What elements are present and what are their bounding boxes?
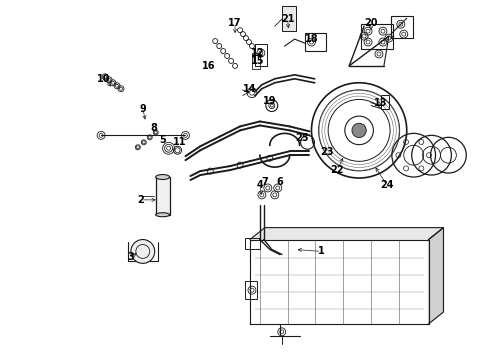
Text: 24: 24 [380,180,393,190]
Text: 14: 14 [243,84,257,94]
Text: 23: 23 [320,147,334,157]
Bar [361,24,393,49]
Bar [391,16,413,38]
Text: 12: 12 [251,48,265,58]
Bar [282,6,295,31]
Text: 3: 3 [127,252,134,262]
Text: 10: 10 [98,74,111,84]
Bar [245,238,260,249]
Text: 19: 19 [263,96,276,105]
Ellipse shape [156,213,170,217]
Bar [381,95,389,109]
Bar [305,33,326,51]
Text: 22: 22 [331,165,344,175]
Text: 7: 7 [262,177,268,187]
Text: 13: 13 [374,98,388,108]
Bar [156,177,170,215]
Text: 21: 21 [281,14,294,24]
Polygon shape [250,228,443,239]
Text: 25: 25 [295,133,308,143]
Text: 4: 4 [256,180,263,190]
Text: 20: 20 [364,18,378,28]
Text: 18: 18 [305,34,318,44]
Text: 9: 9 [140,104,146,113]
Text: 1: 1 [318,247,325,256]
Text: 6: 6 [276,177,283,187]
Text: 11: 11 [173,137,186,147]
Text: 16: 16 [201,61,215,71]
Ellipse shape [156,175,170,180]
Text: 5: 5 [159,135,166,145]
Text: 17: 17 [228,18,242,28]
Text: 2: 2 [137,195,144,205]
Bar [255,44,267,66]
Polygon shape [429,228,443,324]
Circle shape [352,123,366,138]
Circle shape [131,239,155,264]
Bar [245,281,257,299]
Text: 8: 8 [150,123,157,134]
Text: 15: 15 [251,56,265,66]
Bar [252,53,260,69]
